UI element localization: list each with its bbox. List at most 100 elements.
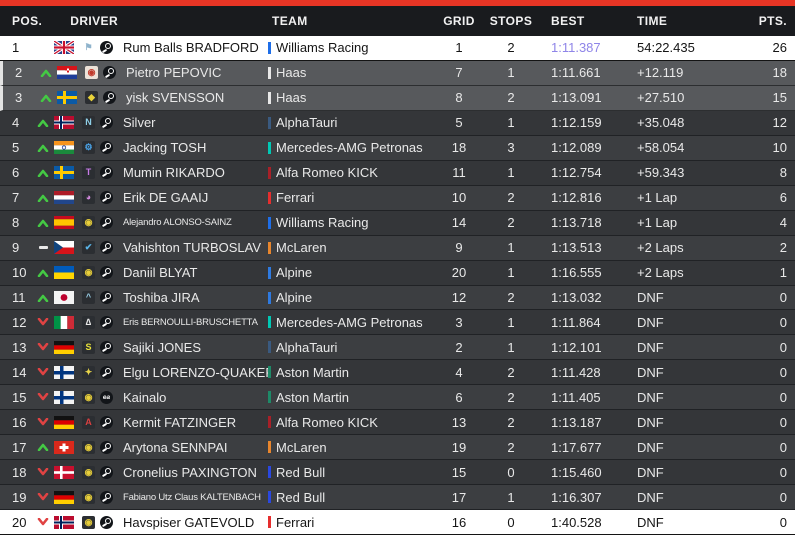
time-value: +27.510 xyxy=(637,90,685,106)
table-row[interactable]: 9 ✔ Vahishton TURBOSLAV McLaren 9 1 1:13… xyxy=(0,235,795,261)
driver-name: Cronelius PAXINGTON xyxy=(123,464,257,480)
table-row[interactable]: 3 ◆ yisk SVENSSON Haas 8 2 1:13.091 +27.… xyxy=(0,85,795,111)
table-row[interactable]: 13 S Sajiki JONES AlphaTauri 2 1 1:12.10… xyxy=(0,335,795,361)
team-name: Haas xyxy=(276,90,307,106)
driver-avatar-icon: T xyxy=(82,166,95,180)
driver-avatar-icon: ◉ xyxy=(82,390,95,404)
grid-value: 2 xyxy=(455,339,463,355)
flag-icon-nl xyxy=(54,191,82,205)
position-number: 20 xyxy=(12,514,27,530)
grid-value: 6 xyxy=(455,389,463,405)
position-down-icon xyxy=(37,518,49,526)
team-color-bar xyxy=(268,441,271,454)
driver-avatar-icon: ✦ xyxy=(82,365,95,379)
stops-value: 3 xyxy=(507,140,515,156)
platform-cell xyxy=(100,141,118,155)
avatar: ◉ xyxy=(82,465,100,479)
table-row[interactable]: 8 ◉ Alejandro ALONSO-SAINZ Williams Raci… xyxy=(0,210,795,236)
table-row[interactable]: 18 ◉ Cronelius PAXINGTON Red Bull 15 0 1… xyxy=(0,460,795,486)
points-value: 26 xyxy=(772,40,787,56)
team-name: Red Bull xyxy=(276,464,326,480)
position-number: 2 xyxy=(15,65,23,81)
platform-cell xyxy=(100,216,118,230)
grid-value: 15 xyxy=(451,464,467,480)
flag-icon-hr xyxy=(57,66,85,80)
stops-value: 0 xyxy=(507,464,515,480)
table-row[interactable]: 11 ^ Toshiba JIRA Alpine 12 2 1:13.032 D… xyxy=(0,285,795,311)
grid-value: 20 xyxy=(451,265,467,281)
steam-icon xyxy=(103,91,116,105)
points-value: 10 xyxy=(772,140,787,156)
team-cell: McLaren xyxy=(268,440,433,455)
trend-cell xyxy=(32,246,54,249)
team-cell: Red Bull xyxy=(268,490,433,505)
team-cell: Haas xyxy=(268,65,433,80)
driver-name: Rum Balls BRADFORD xyxy=(123,40,259,56)
team-cell: Aston Martin xyxy=(268,365,433,380)
driver-name: Alejandro ALONSO-SAINZ xyxy=(123,217,232,229)
team-name: Mercedes-AMG Petronas xyxy=(276,140,423,156)
platform-cell xyxy=(100,515,118,529)
team-name: Alfa Romeo KICK xyxy=(276,165,378,181)
driver-avatar-icon: ^ xyxy=(82,291,95,304)
avatar: T xyxy=(82,166,100,180)
team-cell: Mercedes-AMG Petronas xyxy=(268,140,433,155)
table-row[interactable]: 12 ∆ Eris BERNOULLI-BRUSCHETTA Mercedes-… xyxy=(0,310,795,336)
team-cell: Alpine xyxy=(268,265,433,280)
points-value: 0 xyxy=(779,464,787,480)
stops-value: 2 xyxy=(507,290,515,305)
table-row[interactable]: 2 ◉ Pietro PEPOVIC Haas 7 1 1:11.661 +12… xyxy=(0,60,795,86)
avatar: S xyxy=(82,340,100,354)
driver-name: Fabiano Utz Claus KALTENBACH xyxy=(123,491,261,503)
table-row[interactable]: 7 ◕ Erik DE GAAIJ Ferrari 10 2 1:12.816 … xyxy=(0,185,795,211)
driver-name: yisk SVENSSON xyxy=(126,90,225,106)
position-number: 5 xyxy=(12,140,20,156)
table-row[interactable]: 6 T Mumin RIKARDO Alfa Romeo KICK 11 1 1… xyxy=(0,160,795,186)
avatar: ✦ xyxy=(82,365,100,379)
table-row[interactable]: 20 ◉ Havspiser GATEVOLD Ferrari 16 0 1:4… xyxy=(0,510,795,535)
best-lap-value: 1:12.816 xyxy=(551,190,602,206)
driver-avatar-icon: ◉ xyxy=(85,66,98,80)
platform-cell xyxy=(100,266,118,280)
time-value: DNF xyxy=(637,489,664,505)
position-up-icon xyxy=(37,169,49,177)
team-color-bar xyxy=(268,366,271,379)
best-lap-value: 1:12.089 xyxy=(551,140,602,156)
time-value: DNF xyxy=(637,439,664,455)
table-row[interactable]: 16 A Kermit FATZINGER Alfa Romeo KICK 13… xyxy=(0,410,795,436)
team-cell: Haas xyxy=(268,90,433,105)
flag-icon-se xyxy=(57,91,85,105)
table-row[interactable]: 10 ◉ Daniil BLYAT Alpine 20 1 1:16.555 +… xyxy=(0,260,795,286)
top-accent-bar xyxy=(0,0,795,6)
platform-cell xyxy=(100,116,118,130)
header-pts: PTS. xyxy=(758,14,787,28)
best-lap-value: 1:16.555 xyxy=(551,265,602,281)
table-row[interactable]: 4 N Silver AlphaTauri 5 1 1:12.159 +35.0… xyxy=(0,110,795,136)
time-value: DNF xyxy=(637,464,664,480)
points-value: 0 xyxy=(779,314,787,330)
trend-cell xyxy=(32,418,54,426)
table-row[interactable]: 14 ✦ Elgu LORENZO-QUAKER Aston Martin 4 … xyxy=(0,360,795,386)
table-row[interactable]: 1 ⚑ Rum Balls BRADFORD Williams Racing 1… xyxy=(0,36,795,61)
table-row[interactable]: 19 ◉ Fabiano Utz Claus KALTENBACH Red Bu… xyxy=(0,485,795,511)
team-cell: Mercedes-AMG Petronas xyxy=(268,315,433,330)
best-lap-value: 1:12.101 xyxy=(551,339,602,355)
stops-value: 2 xyxy=(507,389,515,405)
platform-cell xyxy=(100,191,118,205)
best-lap-value: 1:11.661 xyxy=(551,65,601,81)
team-cell: Alfa Romeo KICK xyxy=(268,415,433,430)
trend-cell xyxy=(32,294,54,302)
platform-cell xyxy=(100,166,118,180)
platform-cell xyxy=(100,241,118,255)
best-lap-value: 1:13.187 xyxy=(551,414,602,430)
table-row[interactable]: 5 ⚙ Jacking TOSH Mercedes-AMG Petronas 1… xyxy=(0,135,795,161)
table-row[interactable]: 15 ◉ ea Kainalo Aston Martin 6 2 1:11.40… xyxy=(0,385,795,411)
flag-icon-fi xyxy=(54,365,82,379)
time-value: +59.343 xyxy=(637,165,685,181)
flag-icon-de xyxy=(54,490,82,504)
team-color-bar xyxy=(268,516,271,529)
stops-value: 2 xyxy=(507,215,515,231)
table-row[interactable]: 17 ◉ Arytona SENNPAI McLaren 19 2 1:17.6… xyxy=(0,435,795,461)
driver-name: Elgu LORENZO-QUAKER xyxy=(123,364,268,380)
